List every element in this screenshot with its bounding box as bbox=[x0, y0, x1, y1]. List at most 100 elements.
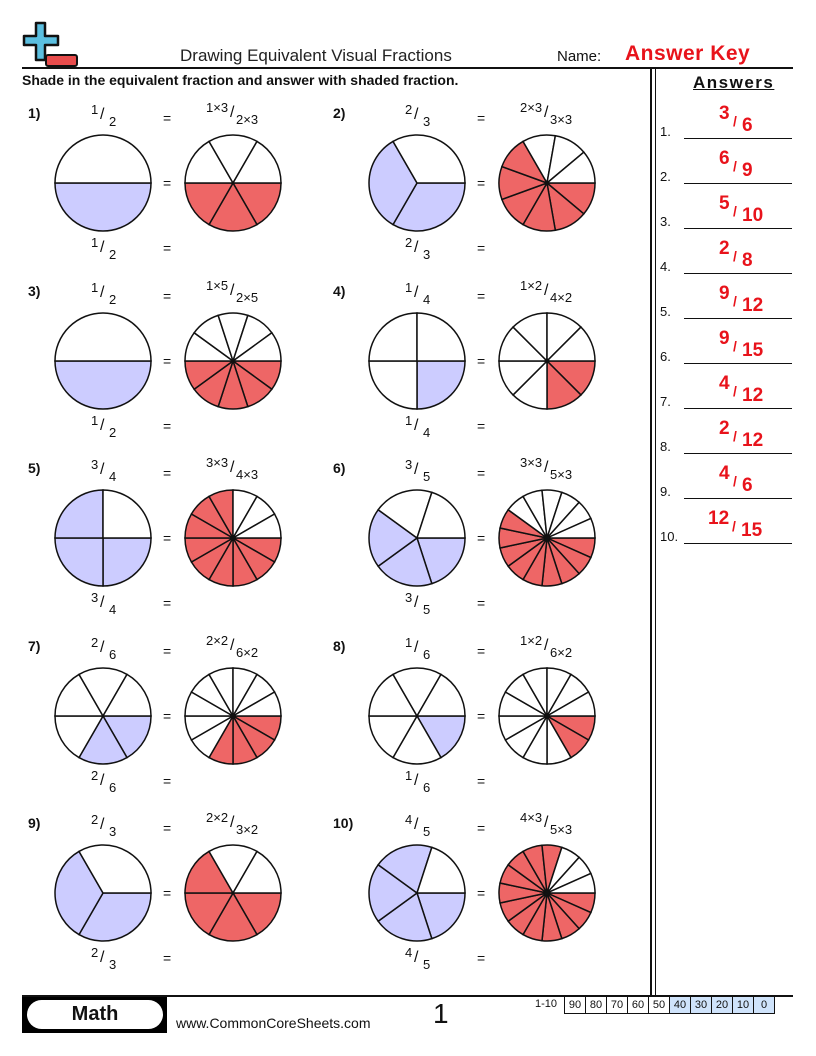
fraction-slash: / bbox=[100, 594, 105, 611]
equals-sign: = bbox=[163, 418, 172, 434]
equals-sign: = bbox=[163, 288, 172, 304]
shaded-slice bbox=[377, 891, 433, 942]
subject-label: Math bbox=[27, 1000, 163, 1029]
equivalent-fraction-pie bbox=[184, 667, 282, 765]
fraction-slash: / bbox=[100, 106, 105, 123]
numerator: 2 bbox=[91, 768, 99, 783]
fraction-slash: / bbox=[733, 428, 737, 444]
pie-center bbox=[544, 890, 550, 896]
original-fraction: 4/ 5 bbox=[405, 812, 465, 840]
numerator: 1 bbox=[405, 280, 413, 295]
score-cell: 20 bbox=[711, 997, 732, 1013]
answer-number: 2. bbox=[660, 169, 671, 184]
answer-fraction: 4/ 6 bbox=[719, 463, 779, 497]
original-fraction-pie bbox=[368, 134, 466, 232]
shaded-slice bbox=[415, 537, 466, 585]
fraction-slash: / bbox=[414, 284, 419, 301]
equals-sign: = bbox=[477, 885, 486, 901]
original-fraction-repeat: 1/ 2 bbox=[91, 235, 151, 263]
equals-sign: = bbox=[163, 465, 172, 481]
denominator: 3×2 bbox=[236, 822, 259, 837]
answer-number: 6. bbox=[660, 349, 671, 364]
answer-line bbox=[684, 183, 792, 184]
numerator: 2×3 bbox=[520, 100, 543, 115]
numerator: 1×2 bbox=[520, 633, 543, 648]
unshaded-slice bbox=[391, 134, 466, 184]
original-fraction: 1/ 6 bbox=[405, 635, 465, 663]
unshaded-slice bbox=[102, 489, 152, 539]
equals-sign: = bbox=[477, 465, 486, 481]
denominator: 4×3 bbox=[236, 467, 259, 482]
numerator: 2 bbox=[91, 812, 99, 827]
original-fraction-repeat: 2/ 3 bbox=[405, 235, 465, 263]
numerator: 2 bbox=[405, 235, 413, 250]
original-fraction: 2/ 3 bbox=[405, 102, 465, 130]
unshaded-slice bbox=[77, 844, 152, 894]
denominator: 5 bbox=[423, 469, 431, 484]
fraction-slash: / bbox=[733, 383, 737, 399]
original-fraction-pie bbox=[368, 489, 466, 587]
shaded-slice bbox=[368, 863, 419, 923]
answer-line bbox=[684, 138, 792, 139]
original-fraction-pie bbox=[54, 667, 152, 765]
denominator: 4 bbox=[423, 292, 431, 307]
answer-line bbox=[684, 543, 792, 544]
equals-sign: = bbox=[163, 530, 172, 546]
unshaded-slice bbox=[546, 872, 596, 894]
numerator: 2 bbox=[91, 635, 99, 650]
denominator: 6 bbox=[423, 780, 431, 795]
shaded-slice bbox=[54, 850, 104, 936]
original-fraction: 2/ 6 bbox=[91, 635, 151, 663]
shaded-slice bbox=[54, 360, 152, 410]
numerator: 3 bbox=[405, 590, 413, 605]
problem-number: 8) bbox=[333, 638, 346, 654]
equivalent-fraction-pie bbox=[184, 844, 282, 942]
problem-number: 2) bbox=[333, 105, 346, 121]
numerator: 2×2 bbox=[206, 633, 229, 648]
numerator: 4×3 bbox=[520, 810, 543, 825]
answer-numerator: 4 bbox=[719, 463, 730, 484]
denominator: 4 bbox=[109, 469, 117, 484]
denominator: 6 bbox=[109, 647, 117, 662]
answer-number: 7. bbox=[660, 394, 671, 409]
equals-sign: = bbox=[477, 353, 486, 369]
problem-number: 3) bbox=[28, 283, 41, 299]
website-link[interactable]: www.CommonCoreSheets.com bbox=[176, 1015, 371, 1031]
answer-number: 8. bbox=[660, 439, 671, 454]
answer-fraction: 9/ 15 bbox=[719, 328, 779, 362]
fraction-slash: / bbox=[733, 203, 737, 219]
unshaded-slice bbox=[54, 134, 152, 184]
equals-sign: = bbox=[477, 773, 486, 789]
unshaded-slice bbox=[54, 673, 105, 717]
unshaded-slice bbox=[416, 312, 466, 362]
original-fraction-pie bbox=[54, 844, 152, 942]
equivalent-fraction-pie bbox=[498, 134, 596, 232]
numerator: 3 bbox=[405, 457, 413, 472]
denominator: 5×3 bbox=[550, 822, 573, 837]
equals-sign: = bbox=[163, 820, 172, 836]
answer-number: 9. bbox=[660, 484, 671, 499]
equals-sign: = bbox=[477, 175, 486, 191]
shaded-slice bbox=[231, 182, 282, 226]
answer-number: 1. bbox=[660, 124, 671, 139]
answer-fraction: 3/ 6 bbox=[719, 103, 779, 137]
fraction-slash: / bbox=[230, 282, 235, 299]
equals-sign: = bbox=[477, 595, 486, 611]
denominator: 5×3 bbox=[550, 467, 573, 482]
score-table: 90 80 70 60 50 40 30 20 10 0 bbox=[564, 997, 775, 1014]
answer-numerator: 3 bbox=[719, 103, 730, 124]
shaded-slice bbox=[77, 892, 152, 942]
problem-number: 9) bbox=[28, 815, 41, 831]
fraction-slash: / bbox=[230, 104, 235, 121]
answer-number: 3. bbox=[660, 214, 671, 229]
fraction-slash: / bbox=[414, 594, 419, 611]
score-cell: 90 bbox=[568, 999, 582, 1011]
instructions: Shade in the equivalent fraction and ans… bbox=[22, 72, 459, 88]
answer-denominator: 8 bbox=[742, 250, 753, 271]
shaded-slice bbox=[184, 182, 235, 226]
shaded-slice bbox=[101, 715, 152, 759]
equivalent-fraction-expression: 4×3/5×3 bbox=[520, 810, 580, 838]
fraction-slash: / bbox=[414, 949, 419, 966]
denominator: 2 bbox=[109, 425, 117, 440]
shaded-slice bbox=[415, 715, 466, 759]
